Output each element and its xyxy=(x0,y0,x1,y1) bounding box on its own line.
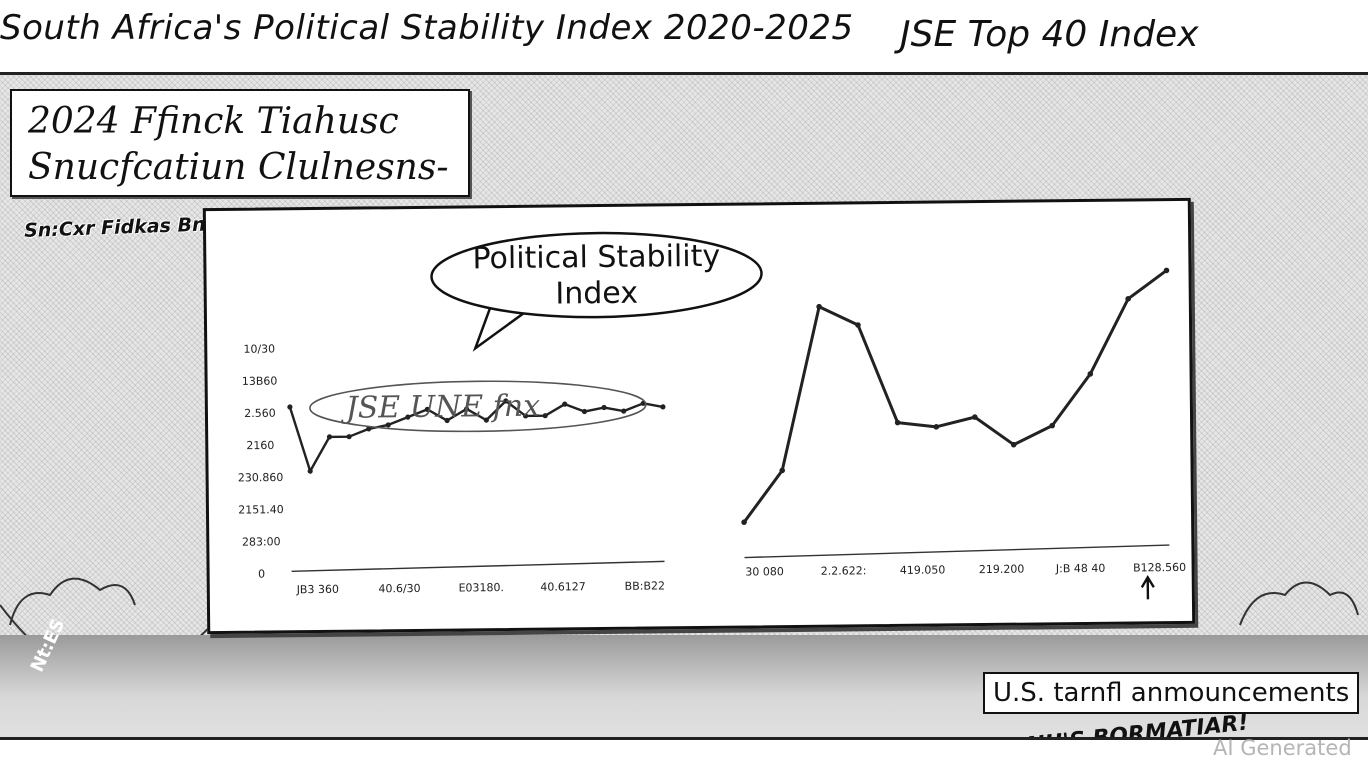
speech-bubble-line-1: Political Stability xyxy=(472,239,720,277)
right-data-point xyxy=(1087,371,1094,377)
left-data-point xyxy=(307,468,313,474)
left-y-tick-label: 2151.40 xyxy=(238,503,284,516)
left-data-point xyxy=(542,413,548,419)
left-data-point xyxy=(366,426,372,432)
right-chart-axis xyxy=(744,544,1170,559)
left-x-tick-label: JB3 360 xyxy=(296,583,339,596)
left-data-point xyxy=(621,408,627,414)
caption-box: 2024 Ffinck Tiahusc Snucfcatiun Clulnesn… xyxy=(10,89,470,197)
left-y-tick-label: 2160 xyxy=(246,439,274,452)
speech-bubble: Political Stability Index xyxy=(430,231,763,352)
right-x-tick-label: B128.560 xyxy=(1133,561,1186,575)
caption-line-2: Snucfcatiun Clulnesns- xyxy=(28,147,449,188)
right-data-point xyxy=(1125,296,1131,302)
right-x-tick-label: 419.050 xyxy=(900,563,946,576)
left-chart-axis xyxy=(291,560,665,572)
chart-title-left: South Africa's Political Stability Index… xyxy=(0,8,854,48)
left-x-tick-label: 40.6/30 xyxy=(378,582,420,595)
left-data-point xyxy=(346,434,352,440)
left-x-tick-label: 40.6127 xyxy=(540,580,586,593)
left-data-point xyxy=(405,414,411,420)
right-data-point xyxy=(1163,267,1170,274)
ai-generated-watermark: AI Generated xyxy=(1213,736,1352,760)
speech-bubble-line-2: Index xyxy=(555,276,638,312)
left-x-tick-label: E03180. xyxy=(458,581,504,594)
left-y-tick-label: 2.560 xyxy=(244,407,276,420)
left-data-point xyxy=(287,404,293,410)
left-data-point xyxy=(424,406,430,412)
right-x-tick-label: J:B 48 40 xyxy=(1055,562,1106,576)
left-data-point xyxy=(385,422,391,428)
tariff-pointer-arrow xyxy=(1140,574,1155,600)
right-data-point xyxy=(972,414,978,420)
left-x-axis-line xyxy=(291,560,665,572)
left-chart-y-ticks: 10/30 13B60 2.560 2160 230.860 2151.40 283:00 0 xyxy=(238,342,284,581)
left-chart-series xyxy=(287,398,666,474)
right-x-tick-label: 30 080 xyxy=(745,565,784,578)
left-x-tick-label: BB:B22 xyxy=(625,579,665,592)
left-data-point xyxy=(444,417,450,424)
right-x-axis-line xyxy=(744,544,1170,559)
caption-line-1: 2024 Ffinck Tiahusc xyxy=(28,101,399,142)
left-y-tick-label: 10/30 xyxy=(243,342,275,355)
left-data-point xyxy=(562,401,568,407)
left-data-point xyxy=(601,404,607,411)
left-y-tick-label: 230.860 xyxy=(238,471,284,484)
right-data-point xyxy=(1049,422,1056,429)
left-data-point xyxy=(522,413,529,419)
left-data-point xyxy=(503,398,509,404)
right-data-point xyxy=(741,519,747,526)
right-data-point xyxy=(894,419,901,426)
oval-annotation-text: JSE UNE fnx xyxy=(340,389,541,426)
left-data-point xyxy=(581,408,588,415)
left-y-tick-label: 0 xyxy=(258,568,265,581)
right-data-point xyxy=(816,303,822,310)
chart-title-right: JSE Top 40 Index xyxy=(900,14,1199,55)
chart-svg: JB3 360 40.6/30 E03180. 40.6127 BB:B22 10/30… xyxy=(238,231,1186,600)
right-chart-series xyxy=(741,267,1170,600)
tariff-announcement-label: U.S. tarnfl anmouncements xyxy=(983,672,1360,714)
right-data-point xyxy=(1010,441,1017,448)
comic-panel: 2024 Ffinck Tiahusc Snucfcatiun Clulnesn… xyxy=(0,72,1368,740)
left-data-point xyxy=(483,417,489,423)
left-data-point xyxy=(463,406,470,412)
right-data-point xyxy=(855,322,861,328)
left-data-point xyxy=(660,404,666,410)
right-x-tick-label: 219.200 xyxy=(979,563,1025,576)
left-series-line xyxy=(288,399,664,473)
right-data-point xyxy=(933,424,940,430)
right-series-line xyxy=(742,269,1168,524)
right-data-point xyxy=(779,467,786,474)
right-chart-x-ticks: 30 080 2.2.622: 419.050 219.200 J:B 48 40 B12… xyxy=(745,561,1186,579)
left-chart-x-ticks: JB3 360 40.6/30 E03180. 40.6127 BB:B22 xyxy=(296,579,665,596)
left-y-tick-label: 283:00 xyxy=(242,535,281,548)
oval-annotation: JSE UNE fnx xyxy=(309,380,647,433)
right-x-tick-label: 2.2.622: xyxy=(821,564,867,577)
chart-board: JB3 360 40.6/30 E03180. 40.6127 BB:B22 10/30… xyxy=(202,197,1196,635)
left-y-tick-label: 13B60 xyxy=(242,375,278,388)
left-data-point xyxy=(326,434,333,440)
